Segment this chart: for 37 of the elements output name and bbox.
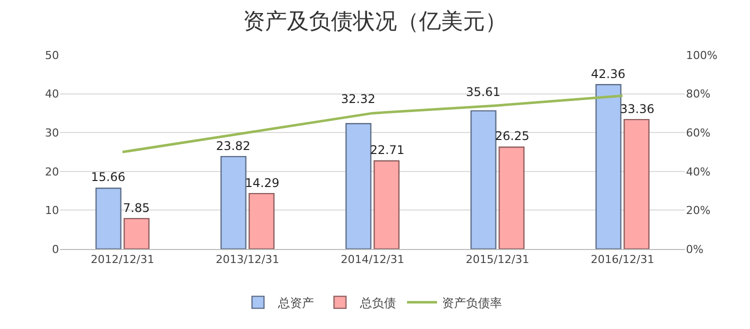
data-label: 7.85 [123,201,150,215]
bar [470,110,496,249]
y-tick-label: 0 [52,242,59,256]
x-tick-label: 2013/12/31 [216,253,280,266]
bar [220,156,246,249]
x-tick-label: 2014/12/31 [340,253,404,266]
y-tick-label: 20 [45,165,59,178]
y2-tick-label: 40% [686,165,710,178]
x-tick-label: 2016/12/31 [590,253,654,266]
data-label: 32.32 [341,92,376,106]
y-tick-label: 10 [45,204,59,218]
chart-title: 资产及负债状况（亿美元） [243,10,507,35]
x-tick-label: 2015/12/31 [466,253,530,266]
y-tick-label: 50 [45,48,59,62]
bar [498,146,525,249]
legend-label: 总负债 [359,296,396,310]
y2-tick-label: 100% [686,48,718,62]
bar [624,118,650,249]
bar [345,123,372,249]
y-tick-label: 30 [45,126,59,140]
bar [374,160,400,249]
bar [595,84,622,249]
data-label: 15.66 [91,170,126,184]
bar [95,188,122,249]
legend-label: 资产负债率 [442,296,502,310]
data-label: 35.61 [466,85,500,99]
y2-tick-label: 0% [686,242,704,256]
data-label: 42.36 [591,67,626,81]
legend-label: 总资产 [277,296,314,310]
y2-tick-label: 60% [686,126,710,140]
bar [248,192,275,249]
y2-tick-label: 20% [686,204,710,218]
bar [124,218,150,249]
y-tick-label: 40 [45,88,59,101]
x-tick-label: 2012/12/31 [90,253,154,266]
data-label: 23.82 [216,139,250,153]
y2-tick-label: 80% [686,88,710,101]
